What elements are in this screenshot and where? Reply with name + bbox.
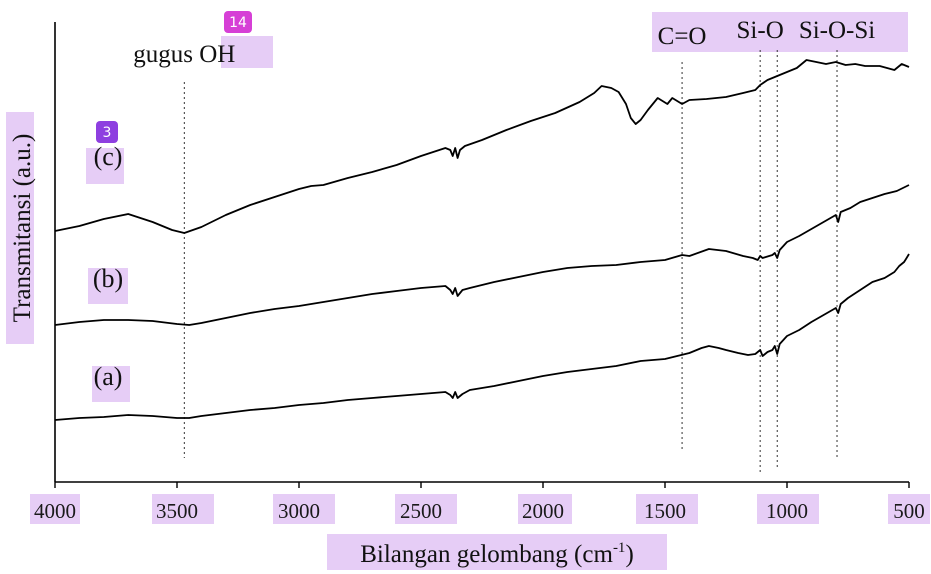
x-tick-label-2000: 2000 — [522, 499, 564, 523]
reference-label-1: C=O — [658, 23, 707, 50]
badge-14-bg — [224, 11, 252, 33]
x-axis-title: Bilangan gelombang (cm-1) — [360, 540, 634, 568]
x-axis-title-sup: -1 — [613, 540, 626, 556]
x-tick-label-3000: 3000 — [278, 499, 320, 523]
badge-14: 14 — [224, 11, 252, 33]
bond-labels-highlight — [652, 12, 908, 52]
ylabel-highlight — [6, 112, 34, 344]
curve-labels: (c) (b) (a) — [93, 142, 123, 391]
ticklabel-highlight-1500 — [636, 494, 698, 524]
reference-label-text-1: C=O — [658, 23, 707, 50]
ticklabel-highlight-500 — [888, 494, 930, 524]
label-b-highlight — [88, 268, 128, 304]
badge-3-text: 3 — [103, 125, 112, 141]
spectrum-curve-1 — [54, 184, 910, 326]
reference-label-text-4: Si-O-Si — [799, 17, 875, 44]
curve-label-0: (c) — [94, 142, 123, 171]
badge-14-text: 14 — [229, 15, 247, 31]
x-tick-label-500: 500 — [893, 499, 925, 523]
spectrum-curve-0 — [54, 59, 910, 234]
reference-label-highlight-0: OH — [199, 41, 235, 68]
x-tick-label-1500: 1500 — [644, 499, 686, 523]
x-axis-title-main: Bilangan gelombang (cm — [360, 541, 613, 568]
label-c-highlight — [86, 148, 124, 184]
ticklabel-highlight-2500 — [395, 494, 457, 524]
ticklabel-highlight-3000 — [273, 494, 335, 524]
spectra — [54, 59, 910, 421]
x-tick-labels: 4000 3500 3000 2500 2000 1500 1000 500 — [34, 499, 925, 523]
x-ticks — [54, 482, 910, 488]
reference-label-text-0: gugus — [133, 41, 199, 68]
xlabel-highlight — [327, 534, 667, 570]
x-tick-label-4000: 4000 — [34, 499, 76, 523]
reference-lines: gugus OH C=O Si-O Si-O-Si — [133, 17, 875, 472]
ticklabel-highlight-2000 — [518, 494, 572, 524]
reference-label-text-2: Si-O — [737, 17, 784, 44]
x-tick-label-1000: 1000 — [766, 499, 808, 523]
reference-label-4: Si-O-Si — [799, 17, 875, 44]
label-a-highlight — [92, 366, 130, 402]
ticklabel-highlight-3500 — [152, 494, 214, 524]
x-tick-label-2500: 2500 — [400, 499, 442, 523]
x-axis-title-close: ) — [625, 541, 633, 568]
oh-highlight — [221, 36, 273, 68]
badge-3-bg — [96, 121, 118, 143]
badge-3: 3 — [96, 121, 118, 143]
spectrum-curve-2 — [54, 253, 910, 421]
curve-label-2: (a) — [94, 362, 123, 391]
ticklabel-highlight-1000 — [757, 494, 819, 524]
x-tick-label-3500: 3500 — [156, 499, 198, 523]
curve-label-1: (b) — [93, 264, 123, 293]
y-axis-title: Transmitansi (a.u.) — [9, 134, 36, 323]
axes: 4000 3500 3000 2500 2000 1500 1000 500 — [34, 22, 925, 523]
ticklabel-highlight-4000 — [30, 494, 80, 524]
reference-label-2: Si-O — [737, 17, 784, 44]
highlights — [6, 12, 930, 570]
reference-label-0: gugus OH — [133, 41, 235, 68]
